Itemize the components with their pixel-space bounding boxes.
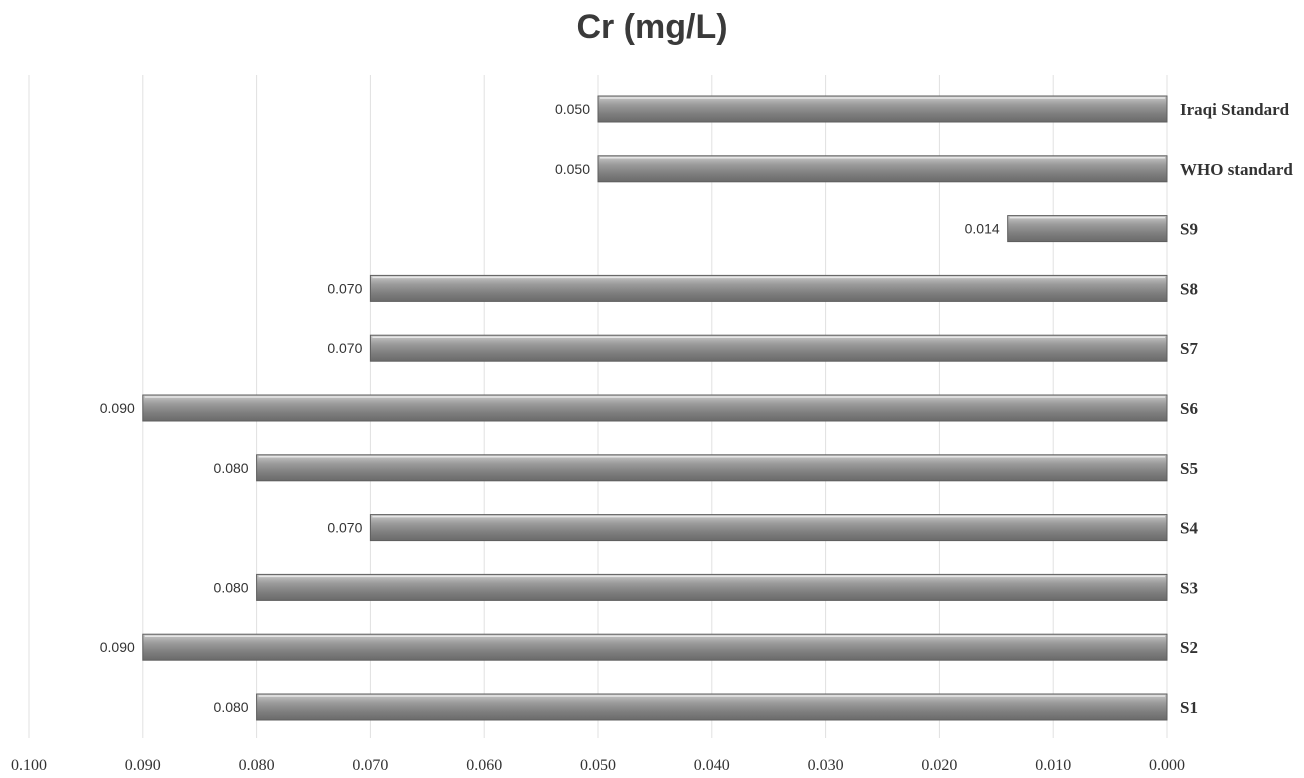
x-tick-label: 0.000 (1149, 757, 1185, 774)
category-label: S7 (1180, 339, 1198, 358)
category-label: S6 (1180, 399, 1198, 418)
x-tick-label: 0.080 (239, 757, 275, 774)
bar-iraqi-standard (597, 95, 1168, 123)
category-label: WHO standard (1180, 160, 1293, 179)
data-label: 0.080 (214, 460, 249, 476)
x-tick-label: 0.060 (466, 757, 502, 774)
category-label: S1 (1180, 698, 1198, 717)
category-label: S4 (1180, 519, 1198, 538)
data-label: 0.070 (327, 340, 362, 356)
x-tick-label: 0.040 (694, 757, 730, 774)
bar-s7 (369, 334, 1168, 362)
chart-title: Cr (mg/L) (576, 8, 728, 46)
data-label: 0.070 (327, 280, 362, 296)
x-tick-label: 0.090 (125, 757, 161, 774)
category-label: S8 (1180, 279, 1198, 298)
bar-s6 (142, 394, 1168, 422)
data-label: 0.050 (555, 101, 590, 117)
data-label: 0.050 (555, 161, 590, 177)
data-label: 0.080 (214, 699, 249, 715)
data-label: 0.090 (100, 639, 135, 655)
bar-s4 (369, 514, 1168, 542)
bar-who-standard (597, 155, 1168, 183)
category-label: S2 (1180, 638, 1198, 657)
data-label: 0.070 (327, 520, 362, 536)
bar-s3 (256, 573, 1168, 601)
x-tick-label: 0.100 (11, 757, 47, 774)
x-tick-label: 0.020 (921, 757, 957, 774)
bar-s8 (369, 274, 1168, 302)
category-label: S5 (1180, 459, 1198, 478)
bar-s9 (1007, 215, 1168, 243)
data-label: 0.090 (100, 400, 135, 416)
data-label: 0.014 (965, 221, 1000, 237)
bars (142, 95, 1168, 721)
data-label: 0.080 (214, 579, 249, 595)
x-axis-ticks: 0.000 0.010 0.020 0.030 0.040 0.050 0.060 0.070… (11, 757, 1185, 774)
x-tick-label: 0.050 (580, 757, 616, 774)
category-label: S9 (1180, 220, 1198, 239)
category-labels: S1 S2 S3 S4 S5 S6 S7 S8 S9 WHO standard Iraqi Stan… (1180, 100, 1293, 717)
data-labels: 0.080 0.090 0.080 0.070 0.080 0.090 0.070 0.070… (100, 101, 1000, 715)
x-tick-label: 0.030 (808, 757, 844, 774)
x-tick-label: 0.010 (1035, 757, 1071, 774)
bar-s5 (256, 454, 1168, 482)
category-label: Iraqi Standard (1180, 100, 1290, 119)
bar-s2 (142, 633, 1168, 661)
x-tick-label: 0.070 (352, 757, 388, 774)
bar-s1 (256, 693, 1168, 721)
category-label: S3 (1180, 578, 1198, 597)
